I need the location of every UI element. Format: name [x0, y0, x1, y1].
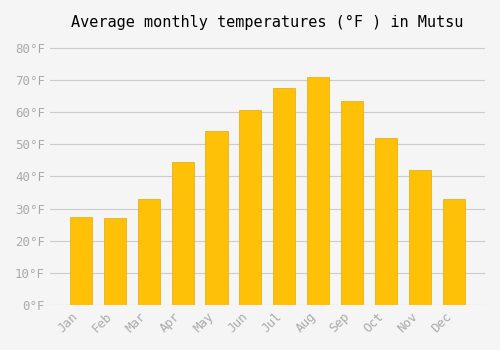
Bar: [206, 131, 228, 305]
Bar: [375, 138, 398, 305]
Bar: [308, 77, 330, 305]
Bar: [342, 101, 363, 305]
Title: Average monthly temperatures (°F ) in Mutsu: Average monthly temperatures (°F ) in Mu…: [71, 15, 464, 30]
Bar: [104, 218, 126, 305]
Bar: [138, 199, 160, 305]
Bar: [274, 88, 295, 305]
Bar: [240, 111, 262, 305]
Bar: [409, 170, 432, 305]
Bar: [70, 217, 92, 305]
Bar: [172, 162, 194, 305]
Bar: [443, 199, 465, 305]
